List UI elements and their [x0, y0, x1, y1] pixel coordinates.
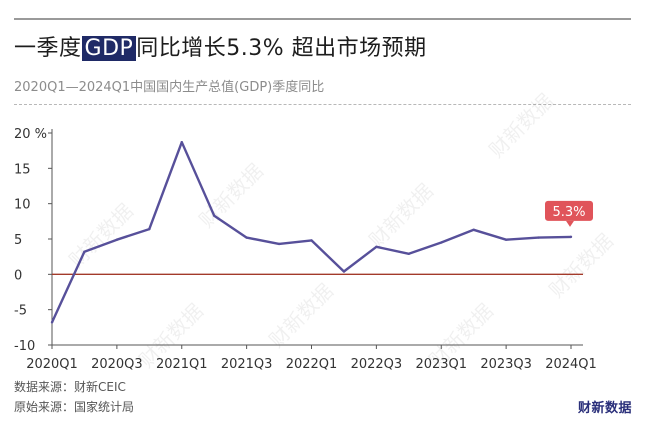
data-point [148, 227, 151, 231]
data-point [83, 250, 86, 253]
data-point [115, 238, 119, 241]
x-tick-label: 2022Q1 [286, 357, 338, 372]
data-point [310, 239, 313, 242]
annotation-label: 5.3% [552, 205, 585, 220]
chart-title: 一季度 GDP 同比增长5.3% 超出市场预期 [14, 30, 427, 62]
top-rule [14, 18, 631, 20]
data-point [537, 236, 540, 239]
chart-subtitle: 2020Q1—2024Q1中国国内生产总值(GDP)季度同比 [14, 80, 325, 95]
data-point [277, 242, 281, 246]
data-source-note: 数据来源：财新CEIC [14, 380, 126, 394]
x-tick-label: 2020Q1 [26, 357, 78, 372]
data-point [472, 228, 475, 232]
data-point [375, 245, 378, 248]
data-point [245, 236, 248, 239]
y-tick-label: 20 % [14, 127, 47, 142]
y-tick-label: 0 [14, 268, 22, 283]
title-highlight: GDP [81, 36, 137, 61]
y-tick-label: -10 [14, 339, 35, 354]
y-tick-label: 15 [14, 162, 31, 177]
data-point [407, 252, 411, 256]
x-tick-label: 2021Q1 [156, 357, 208, 372]
y-tick-label: 5 [14, 233, 22, 248]
y-tick-label: 10 [14, 198, 31, 213]
x-tick-label: 2020Q3 [91, 357, 143, 372]
x-tick-label: 2024Q1 [545, 357, 597, 372]
origin-source-note: 原始来源：国家统计局 [14, 400, 135, 414]
x-tick-label: 2023Q3 [480, 357, 532, 372]
annotation-pointer [566, 220, 574, 227]
brand-logo: 财新数据 [577, 401, 632, 416]
data-point [504, 238, 508, 241]
annotation-callout [545, 200, 593, 221]
title-suffix: 同比增长5.3% 超出市场预期 [136, 36, 427, 61]
data-point [180, 140, 183, 144]
data-point [440, 241, 443, 244]
data-point [342, 270, 346, 273]
x-tick-label: 2023Q1 [415, 357, 467, 372]
title-prefix: 一季度 [14, 36, 82, 61]
data-point [212, 214, 216, 217]
x-tick-label: 2021Q3 [221, 357, 273, 372]
data-point [569, 235, 573, 239]
header-divider [14, 104, 631, 105]
data-point [50, 321, 54, 324]
x-tick-label: 2022Q3 [351, 357, 403, 372]
gdp-growth-line [50, 140, 572, 323]
y-tick-label: -5 [14, 304, 27, 319]
